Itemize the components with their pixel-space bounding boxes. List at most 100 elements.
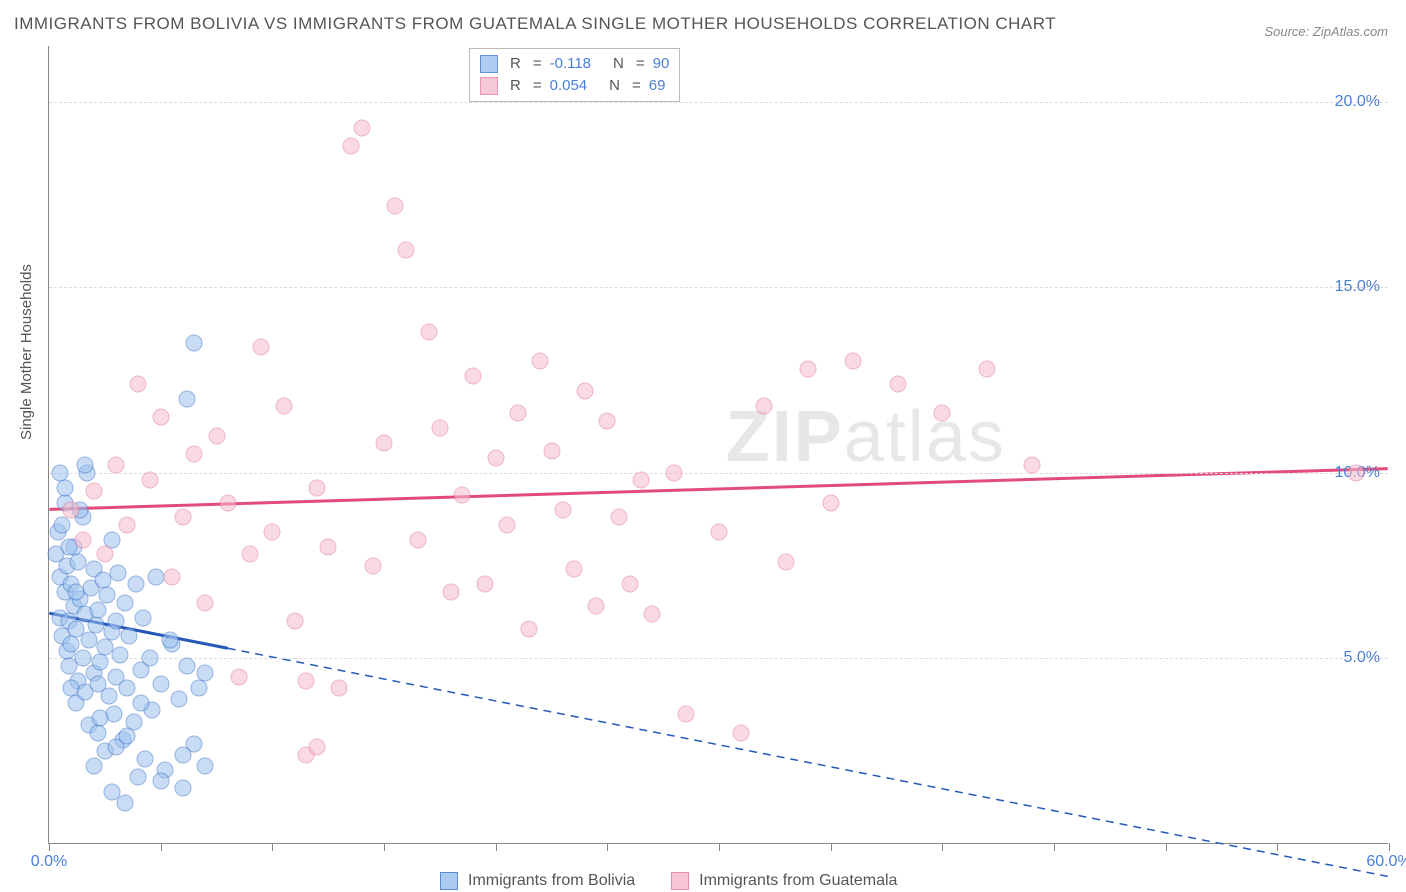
stat-n-value: 90 (653, 53, 670, 75)
scatter-point (297, 672, 314, 689)
scatter-point (137, 750, 154, 767)
scatter-point (130, 769, 147, 786)
scatter-point (1023, 457, 1040, 474)
scatter-point (253, 338, 270, 355)
scatter-point (179, 657, 196, 674)
scatter-point (644, 605, 661, 622)
scatter-point (56, 479, 73, 496)
stat-eq: = (636, 53, 645, 75)
scatter-point (610, 509, 627, 526)
scatter-point (121, 628, 138, 645)
stat-n-label: N (613, 53, 624, 75)
x-tick (1389, 843, 1390, 851)
scatter-point (161, 631, 178, 648)
scatter-point (197, 665, 214, 682)
scatter-point (179, 390, 196, 407)
scatter-point (119, 516, 136, 533)
stats-row: R=0.054N=69 (480, 75, 669, 97)
scatter-point (554, 501, 571, 518)
scatter-point (387, 197, 404, 214)
scatter-point (431, 420, 448, 437)
scatter-point (141, 650, 158, 667)
trend-line-dashed (228, 648, 1388, 876)
scatter-point (76, 457, 93, 474)
legend-label: Immigrants from Guatemala (699, 872, 897, 890)
x-tick (1277, 843, 1278, 851)
scatter-point (286, 613, 303, 630)
scatter-point (74, 650, 91, 667)
scatter-point (175, 780, 192, 797)
scatter-point (275, 398, 292, 415)
bottom-legend: Immigrants from BoliviaImmigrants from G… (440, 872, 897, 890)
scatter-point (632, 472, 649, 489)
scatter-point (186, 446, 203, 463)
x-tick (719, 843, 720, 851)
scatter-point (666, 464, 683, 481)
scatter-point (498, 516, 515, 533)
x-tick (496, 843, 497, 851)
scatter-point (208, 427, 225, 444)
trend-line-solid (49, 469, 1387, 510)
scatter-point (85, 483, 102, 500)
scatter-point (175, 509, 192, 526)
scatter-point (1347, 464, 1364, 481)
x-tick (49, 843, 50, 851)
scatter-point (132, 694, 149, 711)
source-attribution: Source: ZipAtlas.com (1264, 24, 1388, 39)
gridline (49, 473, 1388, 474)
scatter-point (532, 353, 549, 370)
scatter-point (116, 795, 133, 812)
stat-r-value: 0.054 (550, 75, 588, 97)
scatter-point (487, 449, 504, 466)
scatter-point (52, 464, 69, 481)
scatter-point (230, 668, 247, 685)
scatter-point (92, 709, 109, 726)
scatter-point (190, 680, 207, 697)
stat-r-label: R (510, 53, 521, 75)
scatter-point (152, 676, 169, 693)
series-swatch (480, 77, 498, 95)
scatter-point (822, 494, 839, 511)
plot-area: ZIPatlas R=-0.118N=90R=0.054N=69 5.0%10.… (48, 46, 1388, 844)
scatter-point (934, 405, 951, 422)
scatter-point (465, 368, 482, 385)
scatter-point (54, 516, 71, 533)
scatter-point (197, 758, 214, 775)
scatter-point (85, 758, 102, 775)
scatter-point (186, 334, 203, 351)
x-tick (1166, 843, 1167, 851)
scatter-point (134, 609, 151, 626)
scatter-point (979, 360, 996, 377)
scatter-point (90, 676, 107, 693)
scatter-point (108, 457, 125, 474)
scatter-point (420, 323, 437, 340)
y-tick-label: 15.0% (1335, 278, 1380, 296)
scatter-point (409, 531, 426, 548)
scatter-point (63, 680, 80, 697)
x-tick-label: 60.0% (1366, 853, 1406, 871)
scatter-point (733, 724, 750, 741)
scatter-point (588, 598, 605, 615)
scatter-point (755, 398, 772, 415)
scatter-point (364, 557, 381, 574)
stats-row: R=-0.118N=90 (480, 53, 669, 75)
y-tick-label: 20.0% (1335, 93, 1380, 111)
x-tick (161, 843, 162, 851)
x-tick (272, 843, 273, 851)
scatter-point (454, 487, 471, 504)
scatter-point (443, 583, 460, 600)
scatter-point (163, 568, 180, 585)
scatter-point (170, 691, 187, 708)
scatter-point (543, 442, 560, 459)
scatter-point (92, 654, 109, 671)
stat-n-label: N (609, 75, 620, 97)
scatter-point (800, 360, 817, 377)
scatter-point (264, 524, 281, 541)
scatter-point (353, 119, 370, 136)
scatter-point (376, 435, 393, 452)
trend-lines (49, 46, 1388, 843)
scatter-point (331, 680, 348, 697)
x-tick (607, 843, 608, 851)
scatter-point (128, 576, 145, 593)
gridline (49, 658, 1388, 659)
